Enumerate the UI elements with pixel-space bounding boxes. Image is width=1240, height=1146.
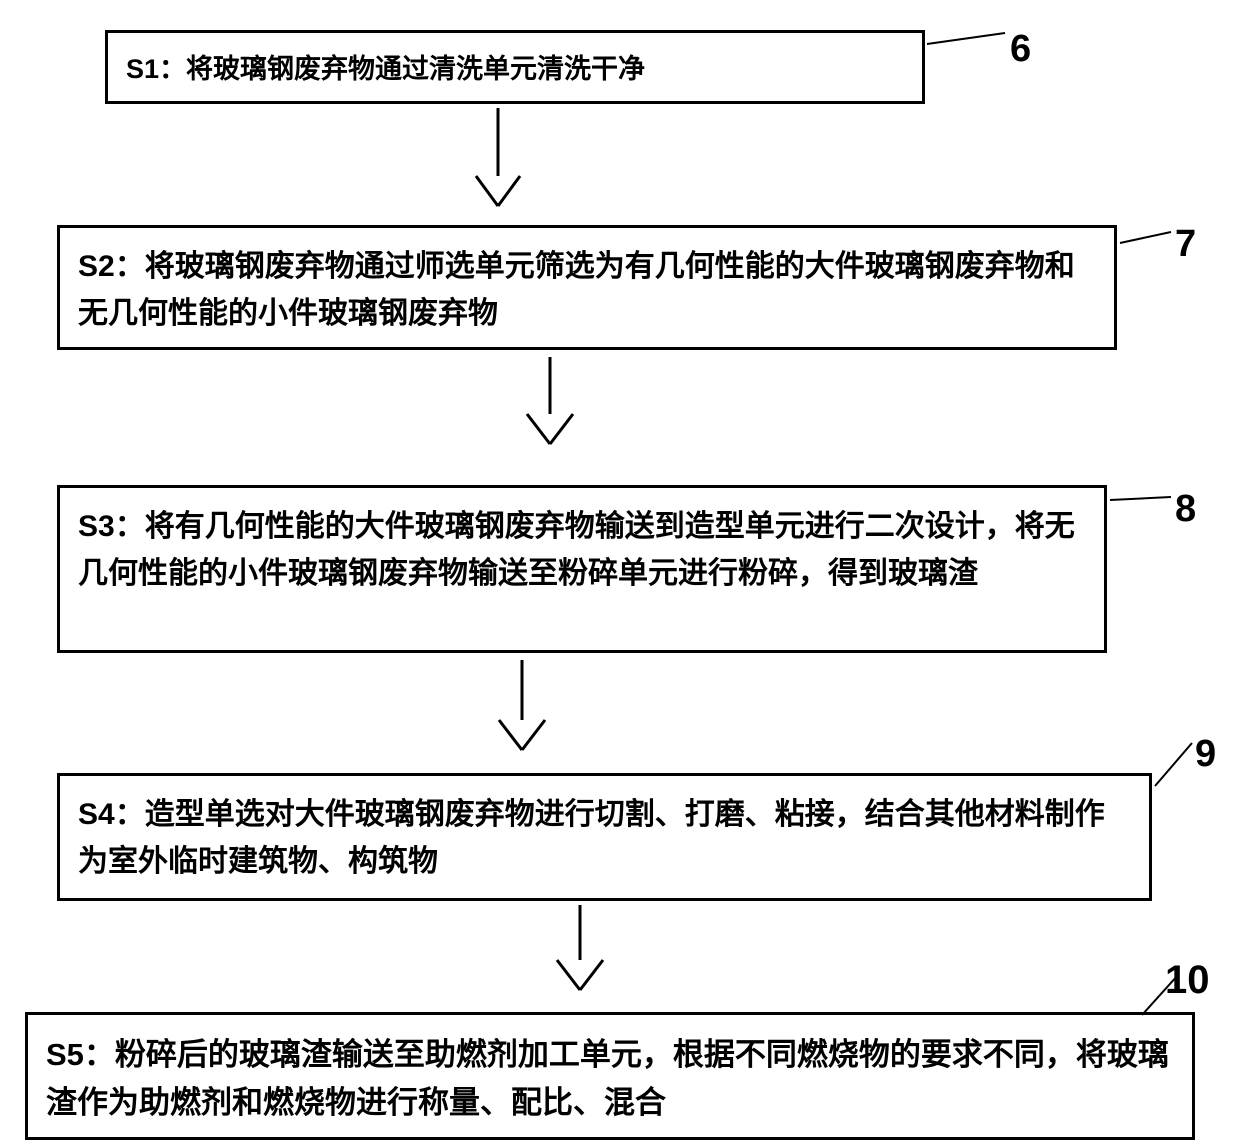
step-s3-leader-line [1108, 495, 1173, 502]
step-s5-label: 10 [1165, 958, 1210, 1003]
step-s4-label: 9 [1195, 733, 1216, 776]
step-s1-box: S1：将玻璃钢废弃物通过清洗单元清洗干净 [105, 30, 925, 104]
arrow-s3-to-s4 [497, 660, 547, 752]
arrow-s2-to-s3 [525, 357, 575, 446]
step-s4-leader-line [1153, 741, 1194, 788]
step-s3-label: 8 [1175, 488, 1196, 531]
step-s1-text: S1：将玻璃钢废弃物通过清洗单元清洗干净 [126, 54, 645, 84]
step-s2-box: S2：将玻璃钢废弃物通过师选单元筛选为有几何性能的大件玻璃钢废弃物和无几何性能的… [57, 225, 1117, 350]
step-s1-leader-line [925, 31, 1007, 46]
step-s3-text: S3：将有几何性能的大件玻璃钢废弃物输送到造型单元进行二次设计，将无几何性能的小… [78, 510, 1075, 590]
step-s2-text: S2：将玻璃钢废弃物通过师选单元筛选为有几何性能的大件玻璃钢废弃物和无几何性能的… [78, 250, 1075, 330]
step-s2-label: 7 [1175, 223, 1196, 266]
step-s5-text: S5：粉碎后的玻璃渣输送至助燃剂加工单元，根据不同燃烧物的要求不同，将玻璃渣作为… [46, 1037, 1169, 1120]
step-s2-leader-line [1118, 230, 1173, 245]
arrow-s4-to-s5 [555, 905, 605, 992]
arrow-s1-to-s2 [474, 108, 522, 208]
step-s3-box: S3：将有几何性能的大件玻璃钢废弃物输送到造型单元进行二次设计，将无几何性能的小… [57, 485, 1107, 653]
step-s1-label: 6 [1010, 28, 1031, 71]
flowchart-container: S1：将玻璃钢废弃物通过清洗单元清洗干净 S2：将玻璃钢废弃物通过师选单元筛选为… [0, 0, 1240, 1146]
step-s5-box: S5：粉碎后的玻璃渣输送至助燃剂加工单元，根据不同燃烧物的要求不同，将玻璃渣作为… [25, 1012, 1195, 1140]
step-s4-box: S4：造型单选对大件玻璃钢废弃物进行切割、打磨、粘接，结合其他材料制作为室外临时… [57, 773, 1152, 901]
step-s4-text: S4：造型单选对大件玻璃钢废弃物进行切割、打磨、粘接，结合其他材料制作为室外临时… [78, 798, 1105, 878]
